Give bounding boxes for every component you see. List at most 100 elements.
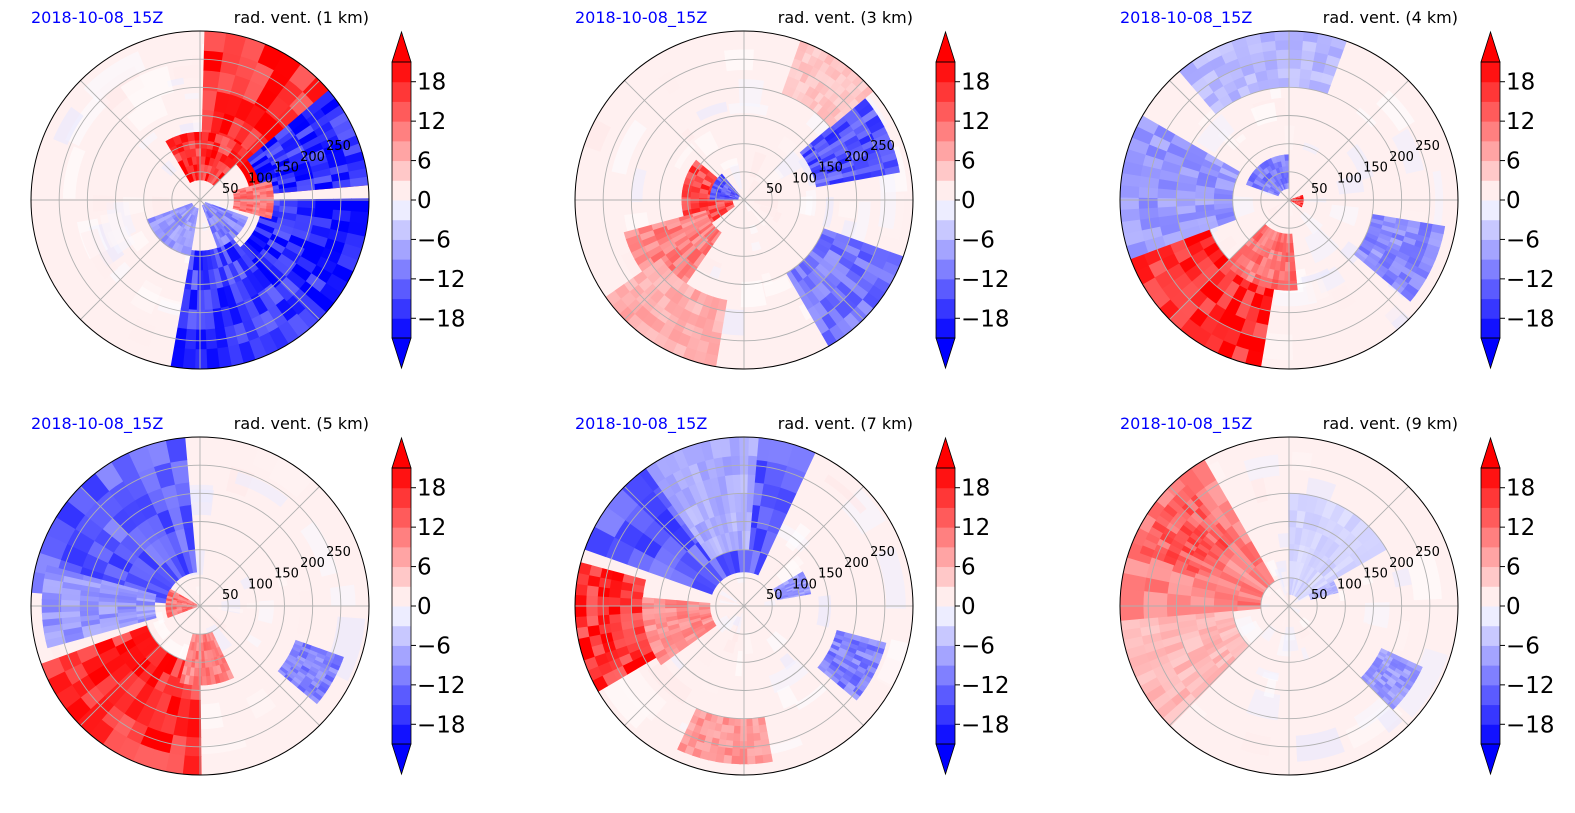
velocity-cell — [333, 199, 352, 211]
velocity-cell — [183, 755, 202, 775]
radial-tick-label: 150 — [1363, 161, 1388, 176]
colorbar-tick-label: 18 — [417, 70, 446, 96]
velocity-cell — [1157, 188, 1177, 199]
colorbar-tick-label: −18 — [1506, 306, 1555, 332]
velocity-cell — [1275, 59, 1289, 70]
colorbar-tick-label: 6 — [961, 555, 976, 581]
colorbar-band — [936, 200, 955, 220]
velocity-cell — [188, 699, 200, 719]
radial-tick-label: 250 — [326, 545, 351, 560]
colorbar-tick-label: 0 — [417, 188, 432, 214]
colorbar-band — [1481, 724, 1500, 744]
colorbar-band — [392, 527, 411, 547]
colorbar-band — [1481, 586, 1500, 606]
colorbar-band — [936, 527, 955, 547]
colorbar-tick-label: 18 — [961, 476, 990, 502]
colorbar-band — [392, 547, 411, 567]
colorbar-extend-max — [1481, 32, 1500, 62]
velocity-cell — [1290, 271, 1297, 281]
colorbar-band — [392, 62, 411, 82]
colorbar-band — [1481, 645, 1500, 665]
date-label: 2018-10-08_15Z — [31, 8, 163, 28]
colorbar-band — [392, 82, 411, 102]
velocity-cell — [1288, 493, 1299, 511]
colorbar-band — [392, 279, 411, 299]
radial-tick-label: 50 — [222, 182, 239, 197]
colorbar-band — [936, 665, 955, 685]
radial-tick-label: 200 — [1389, 556, 1414, 571]
velocity-cell — [1288, 59, 1302, 69]
radial-tick-label: 100 — [248, 171, 273, 186]
colorbar-tick-label: 0 — [417, 594, 432, 620]
colorbar-band — [1481, 507, 1500, 527]
colorbar-band — [392, 101, 411, 121]
velocity-cell — [1285, 262, 1291, 272]
date-label: 2018-10-08_15Z — [575, 414, 707, 434]
colorbar-tick-label: −6 — [1506, 633, 1540, 659]
colorbar-tick-label: 6 — [961, 149, 976, 175]
colorbar-band — [936, 239, 955, 259]
colorbar-band — [392, 645, 411, 665]
colorbar-tick-label: 12 — [417, 515, 446, 541]
colorbar-band — [1481, 121, 1500, 141]
radial-tick-label: 250 — [1415, 545, 1440, 560]
colorbar-band — [1481, 299, 1500, 319]
colorbar-tick-label: −12 — [961, 267, 1010, 293]
velocity-cell — [184, 93, 198, 100]
colorbar-tick-label: 18 — [1506, 70, 1535, 96]
velocity-cell — [1274, 40, 1289, 51]
colorbar-band — [1481, 239, 1500, 259]
colorbar-extend-max — [392, 438, 411, 468]
colorbar-tick-label: −6 — [417, 227, 451, 253]
colorbar-band — [392, 468, 411, 488]
colorbar-band — [392, 121, 411, 141]
colorbar-band — [936, 724, 955, 744]
colorbar-band — [936, 685, 955, 705]
radial-tick-label: 200 — [300, 150, 325, 165]
colorbar-tick-label: 12 — [961, 109, 990, 135]
velocity-cell — [851, 598, 881, 635]
colorbar-band — [1481, 685, 1500, 705]
velocity-cell — [1292, 452, 1313, 472]
radial-tick-label: 150 — [818, 161, 843, 176]
colorbar-band — [392, 705, 411, 725]
radial-tick-label: 250 — [1415, 139, 1440, 154]
colorbar-extend-max — [392, 32, 411, 62]
radial-tick-label: 50 — [766, 182, 783, 197]
colorbar-band — [392, 685, 411, 705]
radial-tick-label: 250 — [870, 139, 895, 154]
radial-tick-label: 50 — [766, 588, 783, 603]
colorbar-band — [392, 488, 411, 508]
radial-tick-label: 100 — [792, 577, 817, 592]
colorbar-band — [392, 724, 411, 744]
colorbar-band — [936, 279, 955, 299]
colorbar-extend-min — [392, 338, 411, 368]
colorbar-tick-label: 0 — [1506, 188, 1521, 214]
colorbar-extend-max — [1481, 438, 1500, 468]
velocity-cell — [183, 349, 197, 369]
colorbar-band — [1481, 527, 1500, 547]
date-label: 2018-10-08_15Z — [1120, 414, 1252, 434]
colorbar-tick-label: 0 — [961, 188, 976, 214]
colorbar-band — [1481, 82, 1500, 102]
colorbar-band — [1481, 606, 1500, 626]
radial-tick-label: 150 — [1363, 567, 1388, 582]
colorbar-tick-label: −18 — [961, 712, 1010, 738]
velocity-cell — [185, 329, 198, 350]
colorbar-band — [936, 468, 955, 488]
colorbar-band — [392, 259, 411, 279]
velocity-cell — [1290, 280, 1298, 290]
velocity-cell — [1284, 271, 1291, 281]
colorbar-tick-label: 18 — [961, 70, 990, 96]
date-label: 2018-10-08_15Z — [31, 414, 163, 434]
radial-tick-label: 100 — [248, 577, 273, 592]
velocity-cell — [1288, 49, 1302, 59]
colorbar-band — [936, 299, 955, 319]
colorbar-tick-label: 0 — [961, 594, 976, 620]
colorbar-tick-label: −18 — [961, 306, 1010, 332]
colorbar-extend-min — [936, 338, 955, 368]
